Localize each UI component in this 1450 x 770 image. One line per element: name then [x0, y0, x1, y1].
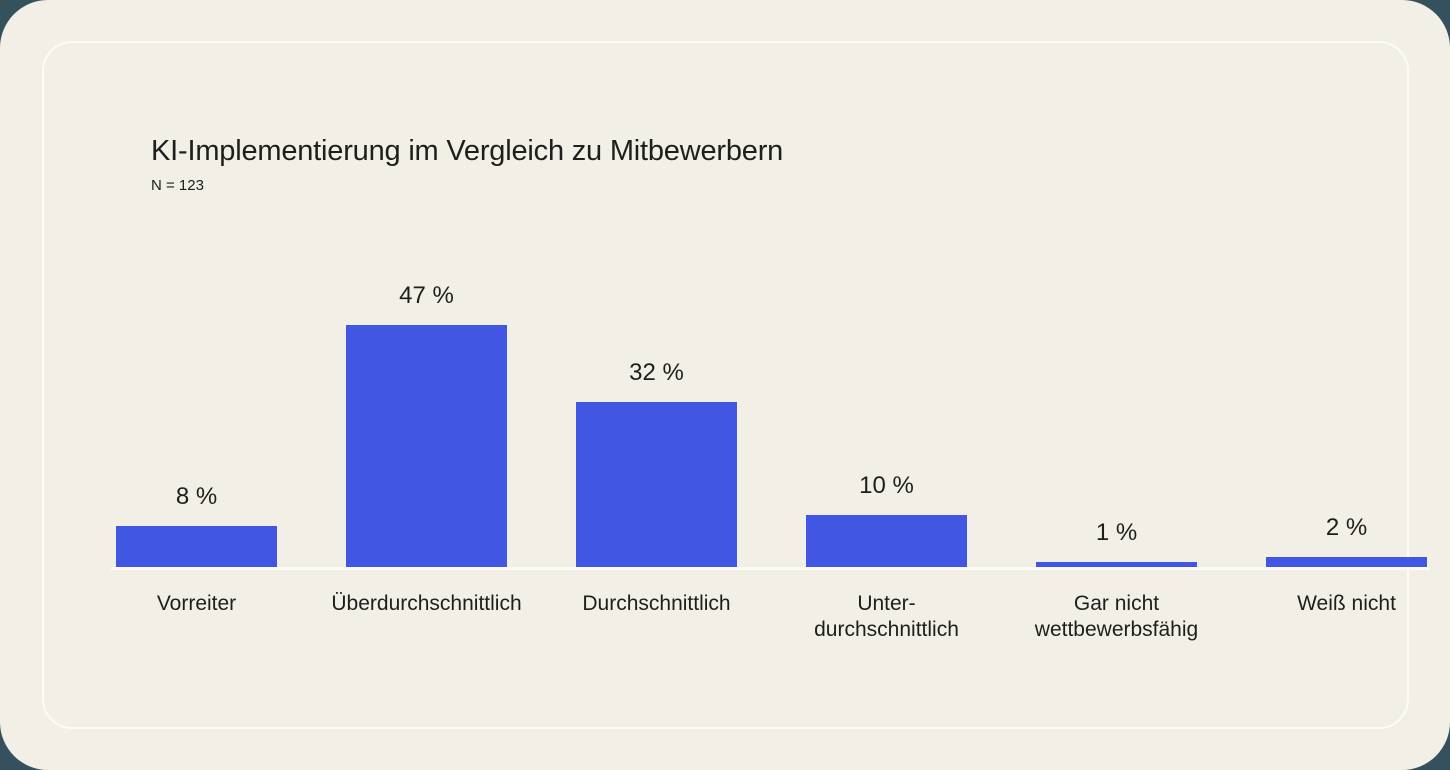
bar-category-label: Gar nicht wettbewerbsfähig: [1035, 591, 1198, 643]
bar-value-label: 10 %: [859, 472, 914, 499]
bar-category-label-line: Weiß nicht: [1297, 592, 1396, 615]
bar-category-label: Weiß nicht: [1297, 591, 1396, 617]
chart-title: KI-Implementierung im Vergleich zu Mitbe…: [151, 135, 784, 167]
chart-sample-size: N = 123: [151, 177, 204, 194]
bar: [1266, 557, 1427, 567]
bar: [346, 325, 507, 567]
bar-category-label: Durchschnittlich: [582, 591, 730, 617]
bar: [1036, 562, 1197, 567]
bar: [116, 526, 277, 567]
chart-card: KI-Implementierung im Vergleich zu Mitbe…: [42, 41, 1429, 729]
bar-value-label: 2 %: [1325, 514, 1368, 541]
bar-category-label: Überdurchschnittlich: [331, 591, 521, 617]
x-axis-labels: Vorreiter Überdurchschnittlich Durchschnit…: [111, 591, 1429, 671]
bar: [806, 515, 967, 567]
bar-value-label: 47 %: [399, 282, 454, 309]
bar-chart-plot-area: 8 % 47 % 32 % 10 % 1 % 2 %: [111, 223, 1429, 570]
bar-category-label-line: Vorreiter: [156, 592, 237, 615]
bar-value-label: 8 %: [175, 483, 218, 510]
bar-category-label-line: wettbewerbsfähig: [1034, 618, 1199, 641]
bar-value-label: 32 %: [629, 359, 684, 386]
bar-category-label-line: Durchschnittlich: [582, 592, 731, 615]
bar-category-label-line: durchschnittlich: [814, 618, 959, 641]
bar-value-label: 1 %: [1095, 519, 1138, 546]
bar-category-label-line: Überdurchschnittlich: [331, 592, 522, 615]
bar-category-label: Unter-durchschnittlich: [814, 591, 959, 643]
bar-category-label-line: Unter-: [857, 592, 916, 615]
bar-category-label-line: Gar nicht: [1073, 592, 1160, 615]
bar: [576, 402, 737, 567]
bar-category-label: Vorreiter: [157, 591, 236, 617]
